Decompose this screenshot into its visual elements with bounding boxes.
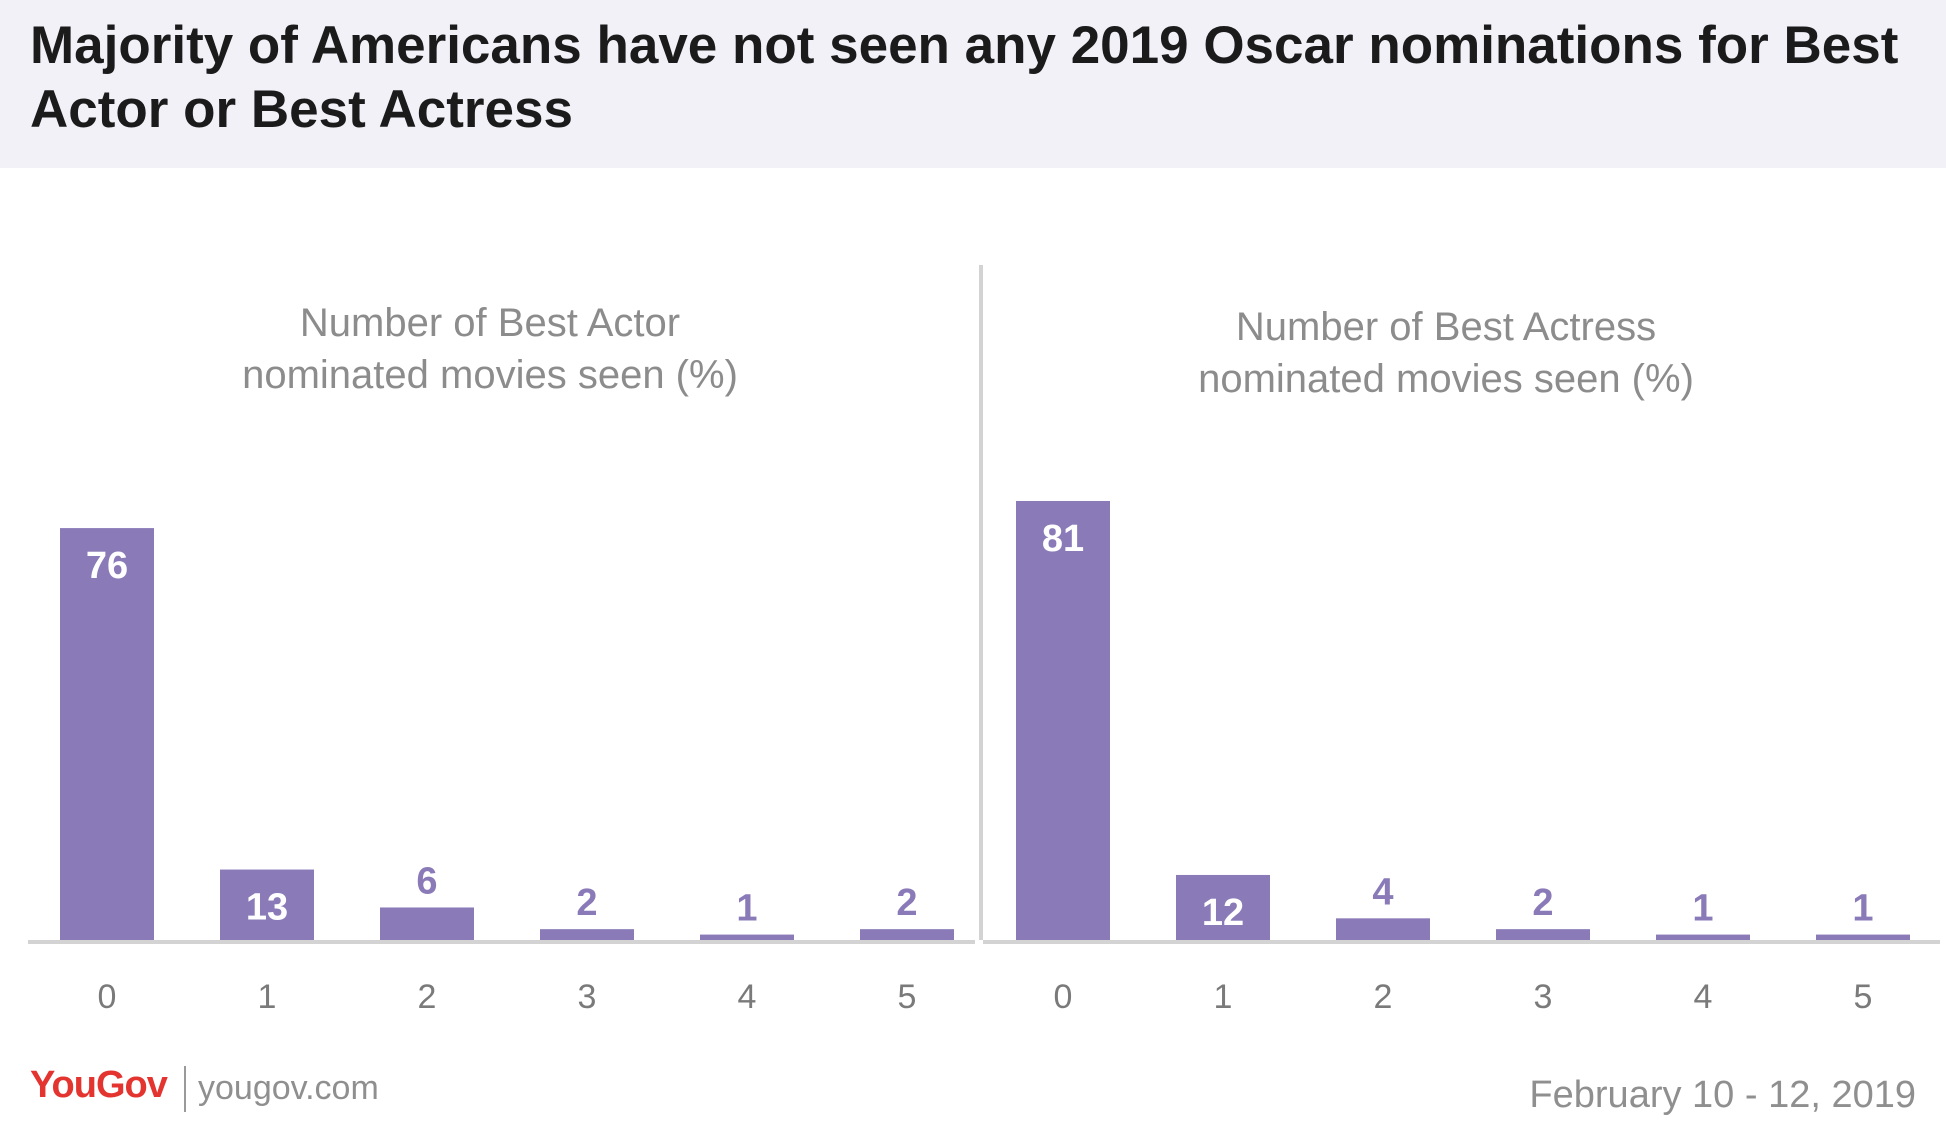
- header-band: Majority of Americans have not seen any …: [0, 0, 1946, 168]
- data-label-actor-4: 1: [736, 888, 757, 930]
- data-label-actress-0: 81: [1042, 518, 1084, 560]
- panel-title-actor: Number of Best Actor: [300, 301, 680, 345]
- panel-title-actress: nominated movies seen (%): [1198, 357, 1694, 401]
- bar-actress-1: [1176, 874, 1270, 940]
- bar-actress-2: [1336, 918, 1430, 940]
- data-label-actor-2: 6: [416, 860, 437, 902]
- bar-actress-3: [1496, 929, 1590, 940]
- chart-title: Majority of Americans have not seen any …: [30, 16, 1899, 139]
- bar-actor-2: [380, 907, 474, 940]
- footer-date: February 10 - 12, 2019: [1529, 1074, 1916, 1116]
- yougov-logo: YouGov: [30, 1064, 168, 1106]
- data-label-actor-3: 2: [576, 882, 597, 924]
- tick-label-actress-2: 2: [1374, 978, 1393, 1016]
- tick-label-actress-3: 3: [1534, 978, 1553, 1016]
- bar-actor-5: [860, 929, 954, 940]
- bar-actor-1: [220, 869, 314, 940]
- panel-title-actress: Number of Best Actress: [1236, 305, 1656, 349]
- tick-label-actor-4: 4: [738, 978, 757, 1016]
- data-label-actress-1: 12: [1202, 892, 1244, 934]
- bar-actor-4: [700, 934, 794, 940]
- bar-actress-4: [1656, 934, 1750, 940]
- tick-label-actor-1: 1: [258, 978, 277, 1016]
- footer-divider: [184, 1066, 186, 1112]
- tick-label-actor-2: 2: [418, 978, 437, 1016]
- bar-actress-5: [1816, 934, 1910, 940]
- data-label-actor-0: 76: [86, 545, 128, 587]
- data-label-actress-3: 2: [1532, 882, 1553, 924]
- tick-label-actress-0: 0: [1054, 978, 1073, 1016]
- tick-label-actor-0: 0: [98, 978, 117, 1016]
- data-label-actress-4: 1: [1692, 888, 1713, 930]
- tick-label-actor-3: 3: [578, 978, 597, 1016]
- data-label-actress-5: 1: [1852, 888, 1873, 930]
- data-label-actor-1: 13: [246, 887, 288, 929]
- footer-site: yougov.com: [198, 1069, 379, 1107]
- tick-label-actress-1: 1: [1214, 978, 1233, 1016]
- tick-label-actress-5: 5: [1854, 978, 1873, 1016]
- data-label-actress-2: 4: [1372, 871, 1393, 913]
- bar-actor-0: [60, 528, 154, 940]
- bar-actress-0: [1016, 500, 1110, 940]
- bar-actor-3: [540, 929, 634, 940]
- tick-label-actor-5: 5: [898, 978, 917, 1016]
- panel-title-actor: nominated movies seen (%): [242, 353, 738, 397]
- tick-label-actress-4: 4: [1694, 978, 1713, 1016]
- data-label-actor-5: 2: [896, 882, 917, 924]
